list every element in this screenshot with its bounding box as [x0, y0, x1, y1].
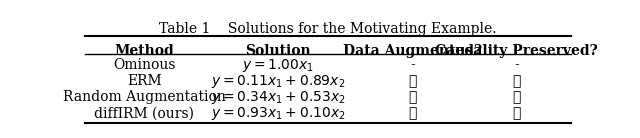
Text: Random Augmentation: Random Augmentation	[63, 90, 226, 104]
Text: ✓: ✓	[512, 106, 521, 120]
Text: ERM: ERM	[127, 74, 162, 88]
Text: ✓: ✓	[408, 106, 417, 120]
Text: Table 1    Solutions for the Motivating Example.: Table 1 Solutions for the Motivating Exa…	[159, 22, 497, 36]
Text: $y=0.93x_1+0.10x_2$: $y=0.93x_1+0.10x_2$	[211, 105, 346, 122]
Text: ✗: ✗	[512, 90, 521, 104]
Text: Solution: Solution	[246, 44, 311, 58]
Text: -: -	[514, 58, 519, 72]
Text: Data Augmented?: Data Augmented?	[343, 44, 482, 58]
Text: Ominous: Ominous	[113, 58, 176, 72]
Text: Method: Method	[115, 44, 174, 58]
Text: $y=0.11x_1+0.89x_2$: $y=0.11x_1+0.89x_2$	[211, 73, 346, 90]
Text: ✗: ✗	[512, 74, 521, 88]
Text: $y=1.00x_1$: $y=1.00x_1$	[243, 57, 314, 74]
Text: diffIRM (ours): diffIRM (ours)	[95, 106, 195, 120]
Text: Causality Preserved?: Causality Preserved?	[435, 44, 598, 58]
Text: -: -	[410, 58, 415, 72]
Text: $y=0.34x_1+0.53x_2$: $y=0.34x_1+0.53x_2$	[211, 89, 346, 106]
Text: ✓: ✓	[408, 90, 417, 104]
Text: ✗: ✗	[408, 74, 417, 88]
